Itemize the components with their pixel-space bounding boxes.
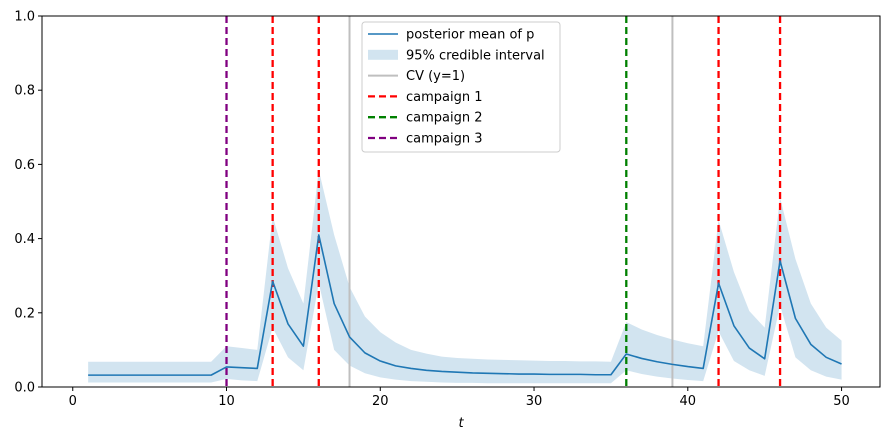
x-tick-label: 0: [69, 394, 77, 409]
y-tick-label: 1.0: [14, 10, 35, 25]
y-ticks: 0.0 0.2 0.4 0.6 0.8 1.0: [14, 10, 42, 396]
y-tick-label: 0.2: [14, 306, 35, 321]
posterior-mean-line: [88, 234, 842, 376]
series-line-layer: [88, 234, 842, 376]
legend-label-campaign-1: campaign 1: [406, 90, 483, 105]
x-tick-label: 50: [833, 394, 850, 409]
y-tick-label: 0.0: [14, 381, 35, 396]
x-tick-label: 40: [680, 394, 697, 409]
credible-interval-band: [88, 169, 842, 384]
y-tick-label: 0.8: [14, 84, 35, 99]
legend-swatch-95-credible-interval: [368, 49, 398, 60]
x-ticks: 0 10 20 30 40 50: [69, 387, 850, 409]
legend-label-campaign-2: campaign 2: [406, 111, 483, 126]
x-tick-label: 10: [218, 394, 235, 409]
credible-interval-layer: [88, 169, 842, 384]
y-tick-label: 0.6: [14, 158, 35, 173]
legend-label-cv-y-1: CV (y=1): [406, 69, 465, 84]
y-tick-label: 0.4: [14, 232, 35, 247]
axes-frame: [41, 15, 881, 388]
x-tick-label: 20: [372, 394, 389, 409]
legend-label-95-credible-interval: 95% credible interval: [406, 48, 545, 63]
legend: posterior mean of p 95% credible interval…: [361, 21, 561, 153]
x-axis-label: t: [458, 416, 464, 431]
legend-label-posterior-mean-of-p: posterior mean of p: [406, 28, 534, 43]
x-tick-label: 30: [526, 394, 543, 409]
legend-label-campaign-3: campaign 3: [406, 132, 483, 147]
vertical-lines-layer: [225, 16, 782, 387]
legend-box: [361, 21, 561, 153]
